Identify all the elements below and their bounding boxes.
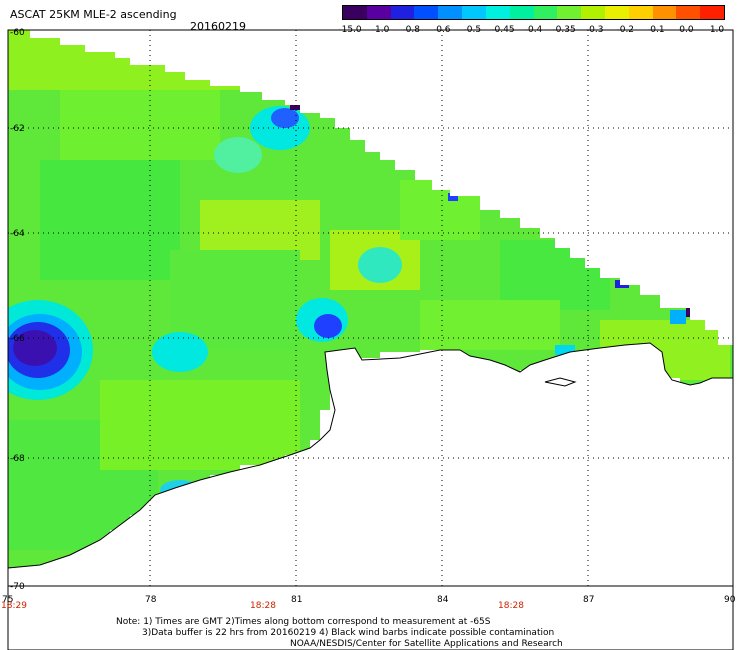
time-label: 18:28 bbox=[250, 601, 276, 611]
longitude-labels: 75 78 81 84 87 90 bbox=[2, 595, 736, 605]
lon-label: 75 bbox=[2, 595, 13, 605]
color-scale-bar bbox=[342, 5, 725, 20]
footer-note-1: Note: 1) Times are GMT 2)Times along bot… bbox=[116, 617, 491, 627]
island bbox=[544, 377, 577, 387]
graticule bbox=[8, 30, 733, 586]
time-label: 18:28 bbox=[498, 601, 524, 611]
color-scale-swatch bbox=[390, 6, 415, 19]
color-scale-swatch bbox=[604, 6, 629, 19]
lat-label: -68 bbox=[10, 454, 25, 464]
color-scale-swatch bbox=[700, 6, 724, 19]
latitude-labels: -60 -62 -64 -66 -68 -70 bbox=[10, 28, 25, 592]
color-scale-swatch bbox=[414, 6, 439, 19]
color-scale-swatch bbox=[366, 6, 391, 19]
lat-label: -62 bbox=[10, 124, 25, 134]
lat-label: -64 bbox=[10, 229, 25, 239]
product-title: ASCAT 25KM MLE-2 ascending bbox=[10, 8, 177, 21]
color-scale-swatch bbox=[533, 6, 558, 19]
lon-label: 78 bbox=[145, 595, 157, 605]
color-scale-swatch bbox=[509, 6, 534, 19]
color-scale-swatch bbox=[676, 6, 701, 19]
color-scale-swatch bbox=[628, 6, 653, 19]
color-scale-swatch bbox=[462, 6, 486, 19]
color-scale-swatch bbox=[343, 6, 367, 19]
lon-label: 84 bbox=[437, 595, 449, 605]
lon-label: 87 bbox=[583, 595, 594, 605]
footer-note-2: 3)Data buffer is 22 hrs from 20160219 4)… bbox=[142, 628, 555, 638]
color-scale-swatch bbox=[557, 6, 582, 19]
lon-label: 90 bbox=[724, 595, 736, 605]
lat-label: -66 bbox=[10, 334, 25, 344]
color-scale-swatch bbox=[438, 6, 463, 19]
coastline bbox=[7, 342, 734, 650]
color-scale-swatch bbox=[485, 6, 510, 19]
color-scale-swatch bbox=[581, 6, 605, 19]
map-frame bbox=[7, 29, 734, 587]
color-scale-swatch bbox=[652, 6, 677, 19]
lat-label: -70 bbox=[10, 582, 25, 592]
lon-label: 81 bbox=[291, 595, 302, 605]
lat-label: -60 bbox=[10, 28, 25, 38]
footer-credit: NOAA/NESDIS/Center for Satellite Applica… bbox=[290, 639, 563, 649]
time-label: 18:29 bbox=[1, 601, 27, 611]
